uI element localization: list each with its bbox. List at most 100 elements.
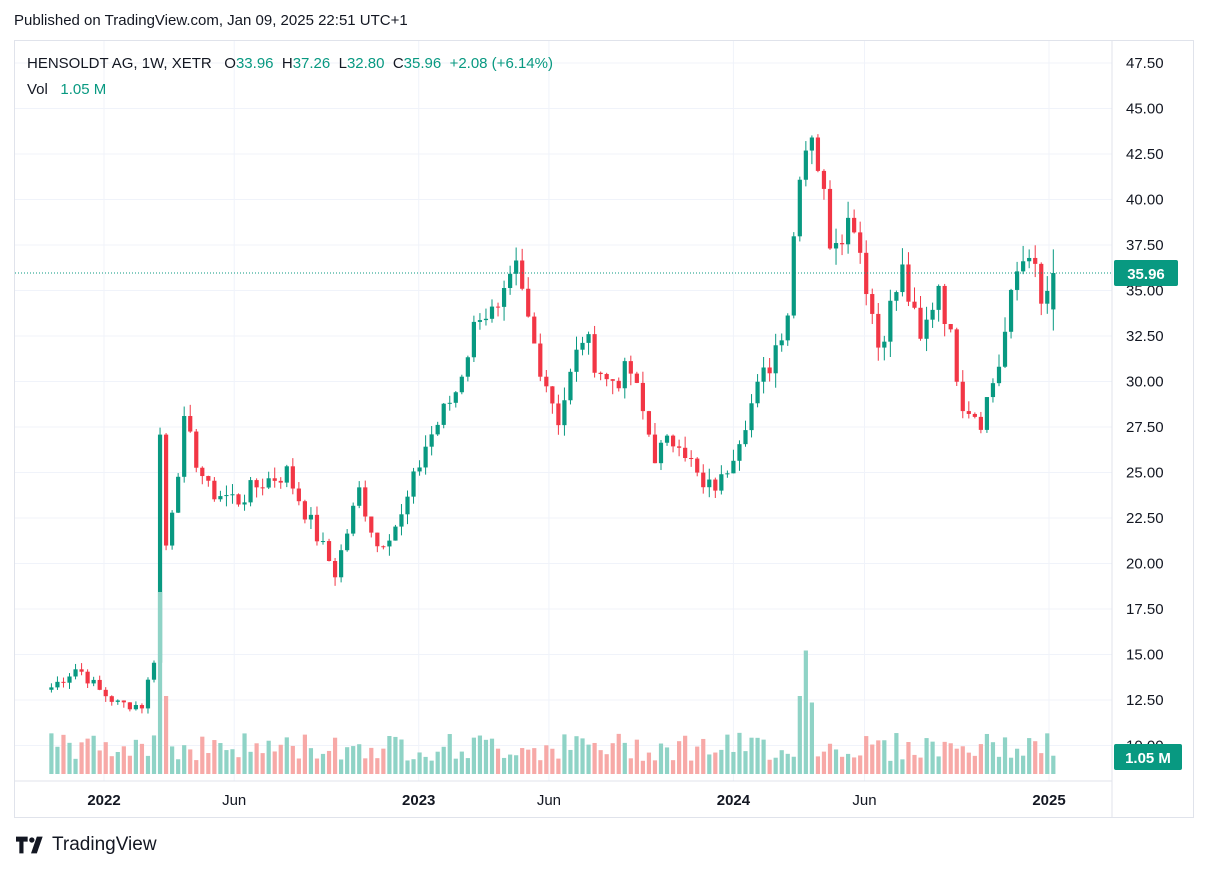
candle-body: [248, 480, 253, 503]
candle-body: [79, 669, 84, 672]
volume-label: Vol: [27, 81, 48, 98]
volume-bar: [375, 758, 380, 774]
volume-bar: [1002, 737, 1008, 774]
candle-body: [664, 435, 670, 443]
candle-body: [417, 467, 422, 472]
volume-bar: [188, 749, 193, 774]
footer-brand-label: TradingView: [52, 834, 157, 855]
volume-bar: [170, 746, 175, 774]
candle-body: [876, 313, 881, 348]
change-value: +2.08 (+6.14%): [449, 55, 553, 72]
volume-bar: [290, 745, 295, 774]
candle-body: [230, 494, 235, 496]
candle-body: [797, 179, 802, 237]
candle-body: [369, 516, 374, 533]
volume-bar: [157, 592, 163, 774]
y-tick-label: 15.00: [1126, 647, 1164, 664]
candle-body: [393, 526, 398, 541]
low-label: L: [338, 55, 347, 72]
candle-body: [206, 476, 211, 481]
volume-bar: [846, 753, 851, 774]
y-tick-label: 12.50: [1126, 692, 1164, 709]
volume-bar: [767, 759, 772, 774]
volume-bar: [996, 756, 1002, 774]
volume-bar: [278, 744, 283, 774]
y-tick-label: 45.00: [1126, 101, 1164, 118]
candle-body: [1051, 273, 1056, 310]
candle-body: [109, 696, 114, 702]
volume-bar: [604, 754, 609, 774]
volume-bar: [556, 758, 561, 774]
candle-body: [363, 487, 368, 517]
candle-body: [731, 460, 736, 474]
volume-bar: [550, 748, 555, 774]
volume-bar: [363, 758, 368, 774]
volume-bar: [212, 740, 217, 774]
volume-bar: [743, 751, 748, 774]
candle-body: [695, 458, 700, 473]
volume-bar: [248, 751, 253, 774]
candle-body: [942, 285, 947, 325]
volume-bar: [610, 743, 615, 774]
chart-frame[interactable]: [14, 40, 1194, 818]
candle-body: [725, 473, 730, 475]
candle-body: [833, 243, 839, 249]
candle-body: [544, 376, 549, 387]
y-tick-label: 17.50: [1126, 601, 1164, 618]
volume-bar: [139, 743, 145, 774]
candle-body: [441, 403, 446, 425]
volume-bar: [1045, 733, 1050, 774]
candle-body: [948, 324, 953, 330]
volume-bar: [833, 749, 839, 774]
volume-bar: [308, 748, 314, 774]
volume-bar: [339, 759, 344, 774]
volume-bar: [417, 752, 422, 774]
volume-bar: [381, 748, 386, 774]
volume-bar: [495, 748, 501, 774]
volume-bar: [785, 753, 790, 774]
volume-bar: [821, 751, 827, 774]
candle-body: [562, 400, 567, 426]
candle-body: [610, 379, 615, 381]
volume-bar: [948, 743, 953, 774]
volume-bar: [906, 742, 911, 774]
volume-bar: [85, 738, 90, 774]
candle-body: [381, 546, 386, 548]
y-tick-label: 47.50: [1126, 55, 1164, 72]
volume-bar: [206, 753, 211, 774]
volume-bar: [954, 748, 959, 774]
volume-bar: [266, 740, 271, 774]
close-label: C: [392, 55, 404, 72]
volume-bar: [501, 757, 507, 774]
volume-bar: [670, 760, 676, 774]
candle-body: [1002, 331, 1008, 367]
candle-body: [242, 502, 247, 505]
candle-body: [290, 466, 295, 489]
candle-body: [266, 478, 271, 488]
volume-bar: [725, 734, 730, 774]
candle-body: [1021, 261, 1026, 272]
candle-body: [387, 540, 392, 547]
candle-body: [483, 318, 489, 321]
candle-body: [984, 397, 990, 430]
volume-bar: [870, 744, 875, 774]
candle-body: [351, 505, 356, 534]
x-tick-label: Jun: [852, 792, 876, 809]
volume-bar: [888, 760, 893, 774]
volume-bar: [182, 745, 187, 774]
candle-body: [677, 446, 682, 448]
volume-bar: [332, 737, 338, 774]
volume-bar: [677, 741, 682, 774]
candle-body: [1027, 257, 1032, 262]
footer-brand[interactable]: TradingView: [16, 834, 157, 856]
candle-body: [894, 292, 899, 301]
candle-body: [91, 679, 96, 684]
candle-body: [345, 533, 350, 551]
candle-body: [103, 689, 108, 697]
candle-body: [918, 307, 923, 339]
volume-bar: [664, 747, 670, 774]
candle-body: [743, 430, 748, 445]
volume-bar: [562, 734, 567, 774]
candle-body: [429, 434, 434, 447]
